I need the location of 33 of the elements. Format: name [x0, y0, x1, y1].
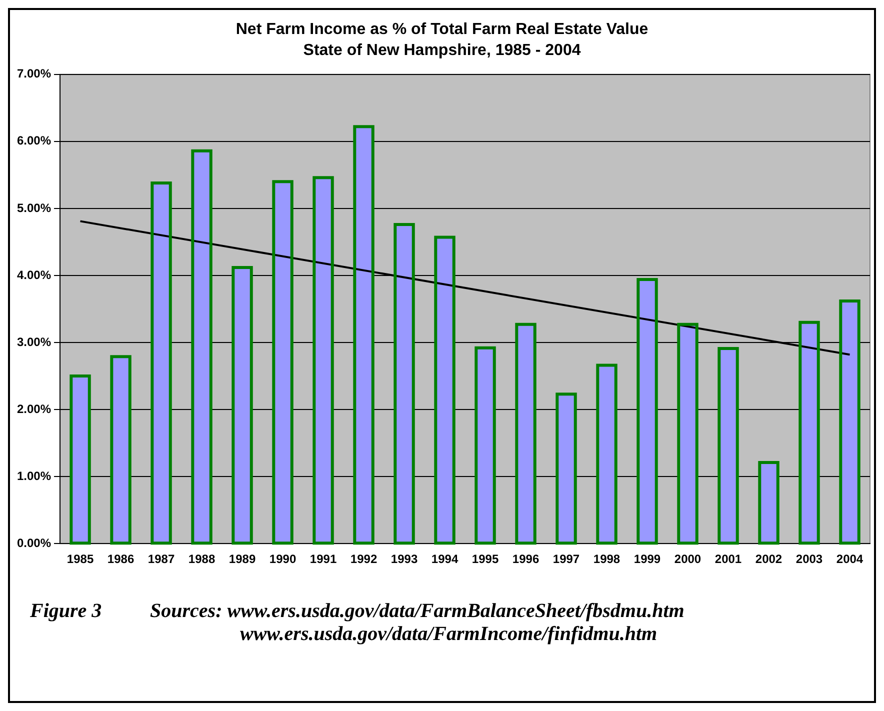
y-tick-label: 5.00% — [16, 200, 52, 215]
x-tick-label: 1997 — [552, 552, 580, 566]
y-tick-label: 3.00% — [16, 334, 52, 349]
x-tick-label: 1993 — [390, 552, 418, 566]
x-tick-label: 1996 — [512, 552, 540, 566]
x-tick-label: 1987 — [148, 552, 175, 566]
y-tick-label: 4.00% — [16, 268, 52, 282]
y-tick-label: 6.00% — [16, 134, 52, 148]
y-tick-label: 0.00% — [16, 536, 52, 550]
chart-subtitle: State of New Hampshire, 1985 - 2004 — [303, 42, 581, 60]
x-tick-label: 2003 — [796, 552, 823, 566]
y-tick-label: 7.00% — [16, 66, 52, 81]
x-tick-label: 2000 — [674, 552, 702, 566]
y-tick-label: 1.00% — [16, 468, 52, 483]
source-note: Sources: www.ers.usda.gov/data/FarmBalanceSheet/fbsdmu.htm — [150, 600, 684, 623]
chart-title: Net Farm Income as % of Total Farm Real Estate Value — [236, 21, 648, 38]
text: www.ers.usda.gov/data/FarmIncome/finfidmu.htm — [239, 623, 658, 646]
x-tick-label: 1999 — [634, 552, 661, 566]
x-tick-label: 1994 — [431, 552, 458, 566]
x-tick-label: 1990 — [269, 552, 296, 566]
x-tick-label: 1992 — [350, 552, 378, 566]
x-tick-label: 1989 — [228, 552, 256, 566]
x-tick-label: 1991 — [310, 552, 337, 566]
x-tick-label: 2001 — [714, 552, 742, 566]
y-tick-label: 2.00% — [16, 402, 52, 416]
x-tick-label: 2004 — [836, 552, 864, 566]
x-tick-label: 1986 — [107, 552, 134, 566]
x-tick-label: 1988 — [188, 552, 216, 566]
caption: Figure 3 — [30, 600, 103, 624]
x-tick-label: 1995 — [472, 552, 499, 566]
x-tick-label: 1998 — [593, 552, 620, 566]
x-tick-label: 1985 — [66, 552, 94, 566]
x-tick-label: 2002 — [755, 552, 782, 566]
